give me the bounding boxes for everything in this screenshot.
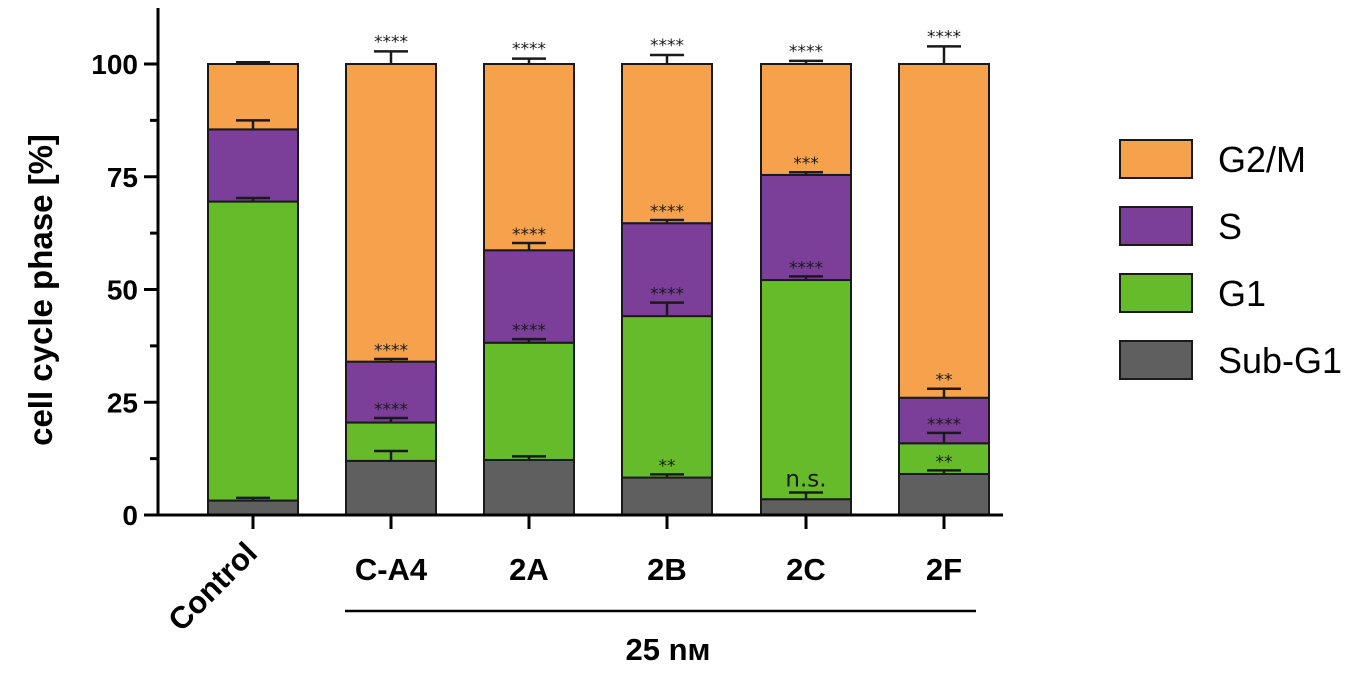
legend-label: Sub-G1 — [1218, 340, 1342, 381]
bar-segment-sub-g1-2c — [760, 498, 852, 516]
bar-segment-g1-control — [207, 200, 299, 502]
x-tick-label: C-A4 — [355, 552, 428, 587]
x-tick-label: 2C — [786, 552, 826, 587]
legend-swatch — [1119, 340, 1193, 380]
bar-segment-g1-2b — [621, 315, 713, 479]
significance-label: ** — [659, 456, 676, 476]
significance-label: *** — [793, 154, 819, 174]
x-tick-label: 2A — [509, 552, 549, 587]
bar-segment-s-control — [207, 128, 299, 203]
legend-swatch — [1119, 206, 1193, 246]
significance-label: **** — [650, 202, 684, 222]
bar-segment-sub-g1-c-a4 — [345, 459, 437, 517]
y-tick-label: 0 — [122, 500, 138, 531]
bar-segment-g2-m-c-a4 — [345, 63, 437, 363]
bar-segment-g2-m-2c — [760, 63, 852, 176]
axes-group: Control C-A4 2A 2B 2C 2F 0 25 50 75 100 — [91, 8, 1003, 638]
significance-label-top: **** — [927, 27, 961, 47]
significance-label-top: **** — [650, 36, 684, 56]
significance-label: **** — [650, 285, 684, 305]
error-bars-group — [236, 45, 961, 501]
significance-label: **** — [927, 415, 961, 435]
legend-label: S — [1218, 206, 1242, 247]
y-tick-label: 50 — [107, 275, 138, 306]
significance-labels-group: **************************************n.… — [374, 27, 961, 492]
x-tick-label: 2B — [647, 552, 687, 587]
bar-segment-sub-g1-2f — [898, 472, 990, 517]
significance-label: **** — [789, 258, 823, 278]
x-tick-label: Control — [161, 535, 264, 638]
significance-label: ** — [936, 371, 953, 391]
bar-segment-sub-g1-2a — [483, 458, 575, 516]
bar-segment-g2-m-2f — [898, 63, 990, 399]
significance-label: n.s. — [785, 466, 826, 492]
legend: G2/M S G1 Sub-G1 — [1119, 139, 1342, 381]
y-tick-label: 75 — [107, 162, 138, 193]
bar-segment-g1-2c — [760, 279, 852, 501]
significance-label: **** — [374, 400, 408, 420]
significance-label: **** — [512, 225, 546, 245]
group-label: 25 nм — [626, 632, 711, 667]
bars-group — [207, 63, 990, 517]
legend-swatch — [1119, 273, 1193, 313]
significance-label-top: **** — [512, 40, 546, 60]
bar-segment-g2-m-control — [207, 63, 299, 131]
bar-segment-sub-g1-2b — [621, 476, 713, 516]
x-tick-label: 2F — [926, 552, 962, 587]
significance-label: **** — [374, 341, 408, 361]
bar-segment-g1-2a — [483, 341, 575, 461]
significance-label-top: **** — [789, 42, 823, 62]
significance-label: ** — [936, 452, 953, 472]
significance-label: **** — [512, 321, 546, 341]
legend-label: G2/M — [1218, 139, 1306, 180]
legend-label: G1 — [1218, 273, 1266, 314]
y-tick-label: 25 — [107, 387, 138, 418]
y-axis-label: cell cycle phase [%] — [22, 134, 59, 446]
bar-segment-sub-g1-control — [207, 499, 299, 516]
bar-segment-g2-m-2b — [621, 63, 713, 225]
bar-segment-s-2a — [483, 249, 575, 344]
legend-swatch — [1119, 139, 1193, 179]
significance-label-top: **** — [374, 32, 408, 52]
bar-segment-g2-m-2a — [483, 63, 575, 252]
y-tick-label: 100 — [91, 49, 138, 80]
